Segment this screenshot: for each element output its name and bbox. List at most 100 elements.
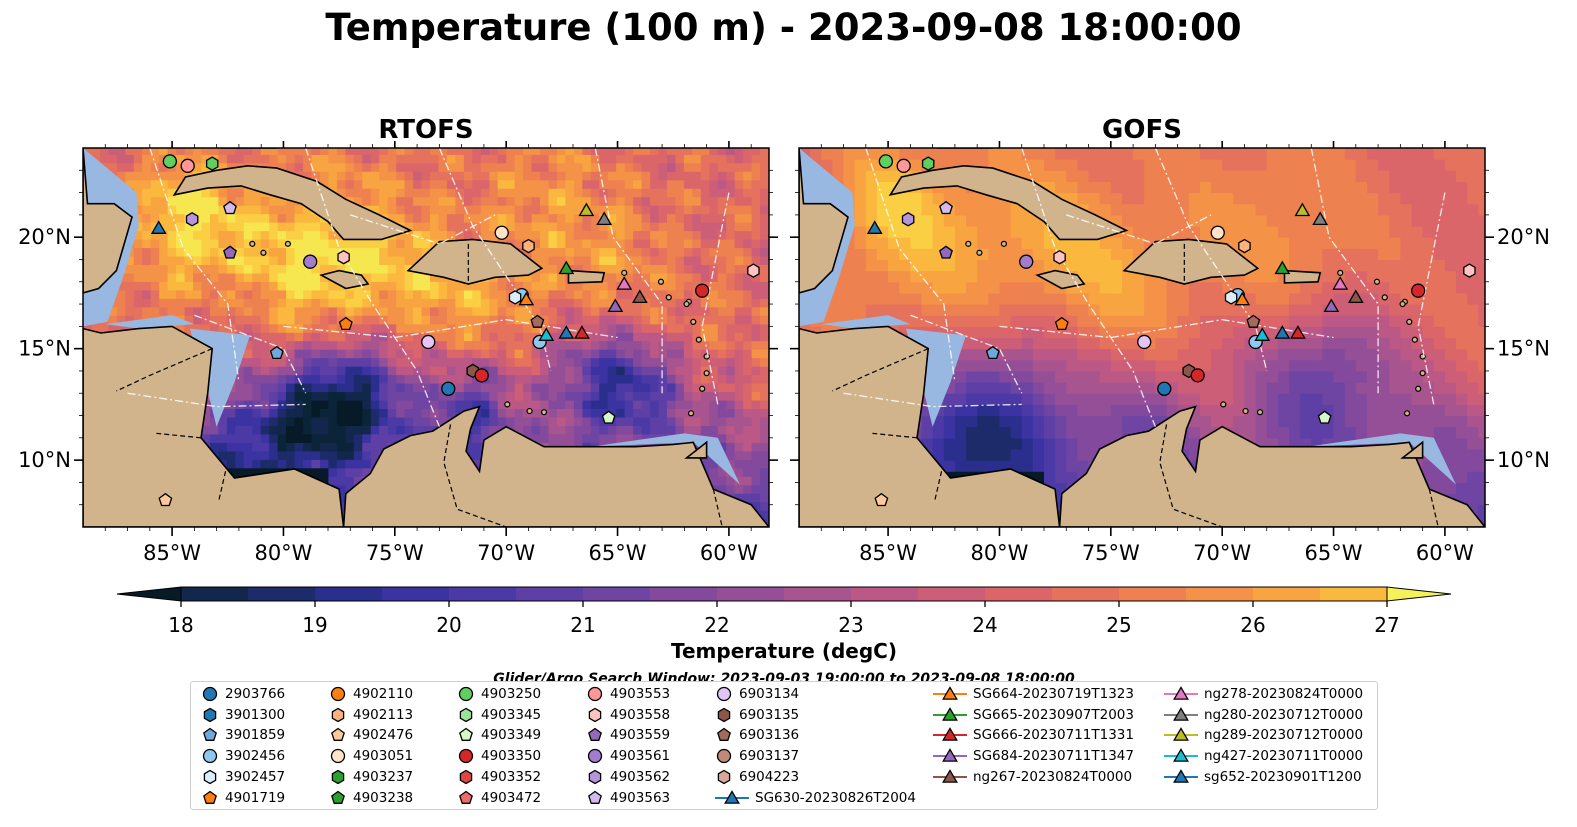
legend-marker xyxy=(459,728,473,742)
map-marker xyxy=(1254,327,1271,341)
legend-label: SG684-20230711T1347 xyxy=(973,748,1134,765)
legend-entry: 4903559 xyxy=(586,726,670,744)
colorbar-over-arrow xyxy=(1386,586,1452,602)
legend-circle-icon xyxy=(458,748,474,764)
legend-label: 3901300 xyxy=(225,706,286,723)
legend-label: sg652-20230901T1200 xyxy=(1204,768,1362,785)
legend-entry: 2903766 xyxy=(201,685,285,703)
map-frame xyxy=(798,147,1486,528)
map-marker xyxy=(896,158,911,173)
legend-marker xyxy=(330,686,346,702)
lon-tick-label: 70°W xyxy=(1193,541,1251,565)
legend-label: 4903352 xyxy=(481,768,542,785)
legend-entry: 6903137 xyxy=(715,747,799,765)
legend-entry: 4902110 xyxy=(329,685,413,703)
colorbar-tick-label: 21 xyxy=(570,613,595,637)
legend-label: SG666-20230711T1331 xyxy=(973,727,1134,744)
legend-marker xyxy=(331,707,345,722)
map-marker xyxy=(631,289,648,304)
map-marker xyxy=(1210,225,1225,240)
legend-entry: SG664-20230719T1323 xyxy=(933,685,1134,703)
legend-marker xyxy=(588,769,602,785)
colorbar-tick-label: 27 xyxy=(1374,613,1399,637)
colorbar-bin xyxy=(449,587,517,601)
legend-entry: 6904223 xyxy=(715,768,799,786)
legend-entry: 3902457 xyxy=(201,768,285,786)
legend-entry: 4903352 xyxy=(457,768,541,786)
legend-triangle-icon xyxy=(933,686,967,700)
colorbar-tick-label: 25 xyxy=(1106,613,1131,637)
legend-circle-icon xyxy=(202,686,218,702)
colorbar-bin xyxy=(1052,587,1120,601)
legend-marker xyxy=(942,748,958,762)
legend-label: 4902110 xyxy=(353,686,414,702)
float-markers xyxy=(866,154,1476,507)
map-marker xyxy=(1323,298,1340,313)
legend-hexagon-icon xyxy=(717,769,731,785)
legend-label: 6903135 xyxy=(739,706,800,723)
map-marker xyxy=(538,327,555,341)
legend-label: SG664-20230719T1323 xyxy=(973,686,1134,702)
map-marker xyxy=(205,156,219,171)
legend-entry: 4903238 xyxy=(329,789,413,807)
lon-tick-label: 85°W xyxy=(859,541,917,565)
country-borders xyxy=(832,243,1439,527)
colorbar-bin xyxy=(784,587,852,601)
map-marker xyxy=(985,345,1000,360)
lon-tick-label: 60°W xyxy=(1416,541,1474,565)
map-marker xyxy=(421,334,436,350)
legend-label: 4903561 xyxy=(610,748,671,765)
map-marker xyxy=(558,260,575,275)
map-panel-rtofs: 85°W 80°W 75°W 70°W 65°W 60°W 20°N 15°N 10°N xyxy=(18,141,778,565)
map-panel-gofs: 85°W 80°W 75°W 70°W 65°W 60°W 20°N 15°N 10°N xyxy=(790,141,1550,565)
panel-title-rtofs: RTOFS xyxy=(378,115,474,145)
map-marker xyxy=(939,245,953,259)
colorbar-bin xyxy=(516,587,584,601)
legend-entry: 4903562 xyxy=(586,768,670,786)
lat-tick-label: 20°N xyxy=(1497,225,1550,249)
map-marker xyxy=(1274,260,1291,275)
legend-entry: 4903472 xyxy=(457,789,541,807)
legend-label: ng278-20230824T0000 xyxy=(1204,686,1364,702)
legend-marker xyxy=(203,769,217,785)
colorbar-bin xyxy=(1253,587,1321,601)
legend-marker xyxy=(724,789,740,804)
map-marker xyxy=(1019,254,1034,269)
colorbar-bin xyxy=(248,587,316,601)
legend-label: 6903134 xyxy=(739,686,800,702)
legend-marker xyxy=(717,707,731,722)
legend-marker xyxy=(331,769,345,785)
colorbar-bin xyxy=(181,587,249,601)
country-borders xyxy=(116,243,723,527)
map-marker xyxy=(494,225,509,240)
panel-title-gofs: GOFS xyxy=(1102,115,1182,145)
land xyxy=(83,148,769,527)
legend-entry: 4903237 xyxy=(329,768,413,786)
colorbar-bin xyxy=(382,587,450,601)
map-marker xyxy=(530,314,545,328)
map-marker xyxy=(1312,211,1329,226)
legend-entry: ng278-20230824T0000 xyxy=(1164,685,1363,703)
eez-boundaries xyxy=(843,148,1446,427)
legend-circle-icon xyxy=(587,748,603,764)
lon-tick-label: 75°W xyxy=(366,541,424,565)
legend-entry: SG630-20230826T2004 xyxy=(715,789,916,807)
legend-triangle-icon xyxy=(1164,748,1198,762)
legend-entry: ng280-20230712T0000 xyxy=(1164,706,1363,724)
map-marker xyxy=(1234,291,1251,306)
legend-triangle-icon xyxy=(1164,706,1198,721)
lon-tick-label: 75°W xyxy=(1082,541,1140,565)
map-marker xyxy=(303,254,318,269)
legend-triangle-icon xyxy=(933,768,967,783)
map-marker xyxy=(474,368,489,383)
legend-marker xyxy=(202,748,218,764)
legend-marker xyxy=(330,748,346,764)
legend-marker xyxy=(458,686,474,702)
lon-tick-label: 65°W xyxy=(1305,541,1363,565)
legend-label: 4903051 xyxy=(353,748,414,765)
legend-label: 2903766 xyxy=(225,686,286,702)
legend-entry: 4903563 xyxy=(586,789,670,807)
legend-entry: 4903051 xyxy=(329,747,413,765)
legend-entry: SG665-20230907T2003 xyxy=(933,706,1134,724)
map-marker xyxy=(1054,316,1069,331)
